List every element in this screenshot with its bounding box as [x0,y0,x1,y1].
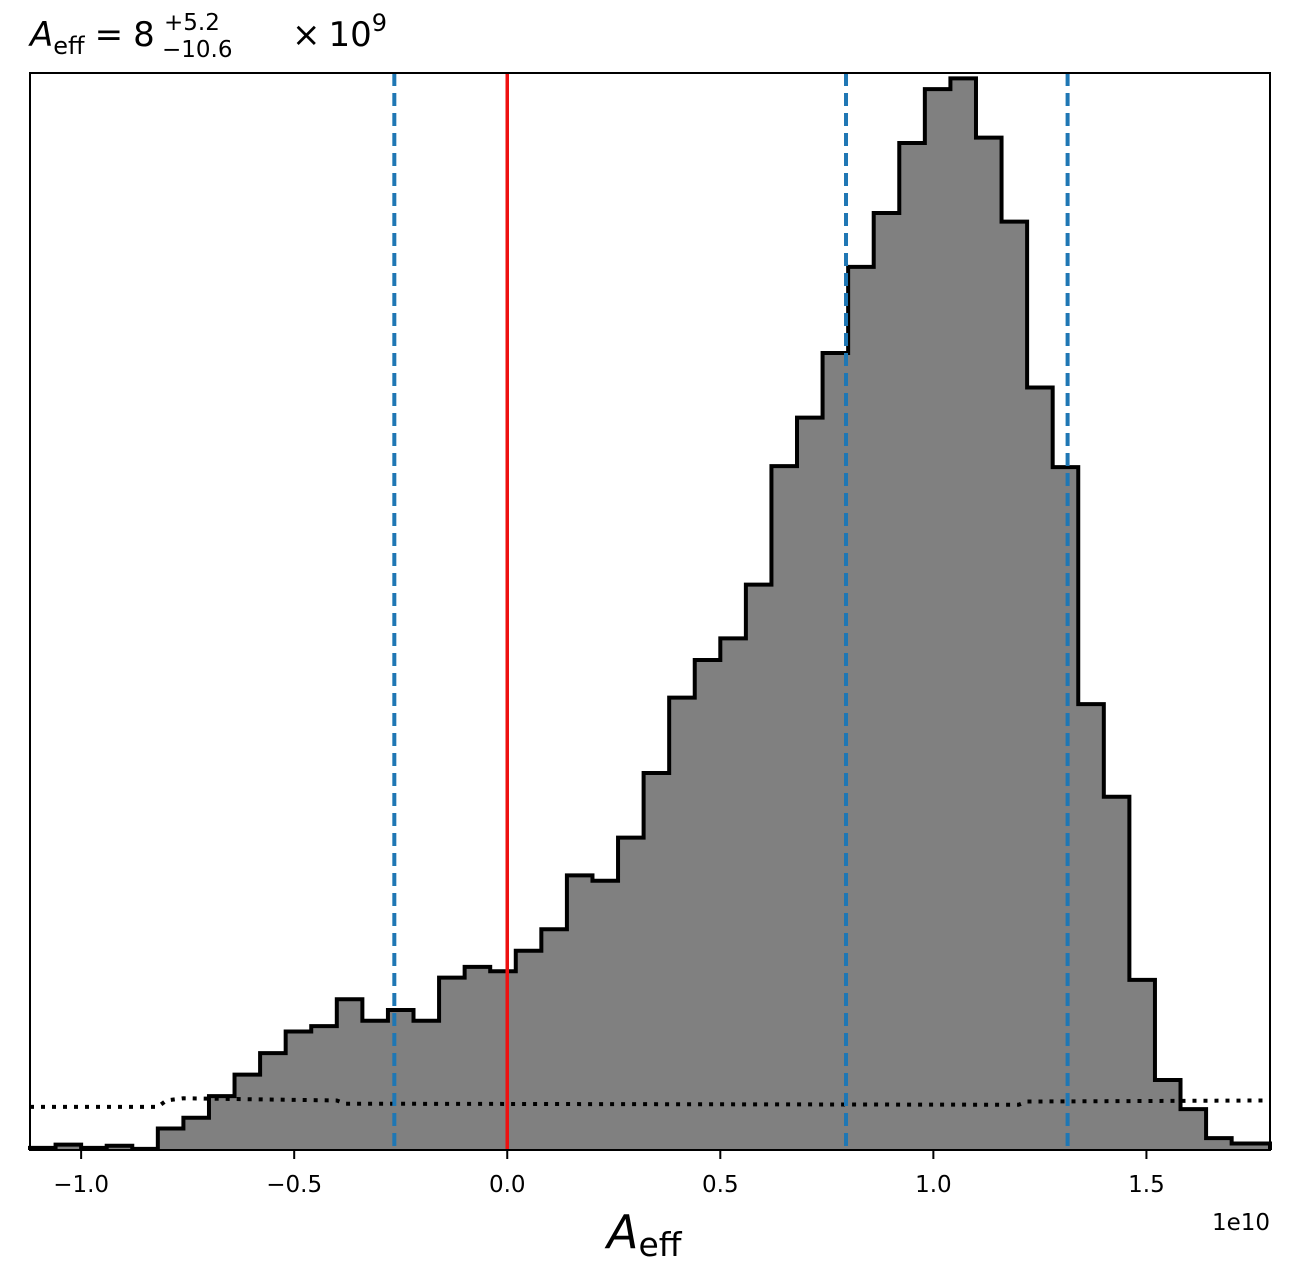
histogram-bar [771,466,798,1151]
histogram-bar [157,1128,185,1150]
title-upper-error: +5.2 [164,10,220,36]
prior-dotted-line [30,1096,1271,1109]
histogram-bar [515,950,542,1150]
histogram-bar [1078,704,1105,1150]
x-tick-label: 0.5 [702,1172,739,1198]
histogram-bar [311,1026,338,1150]
histogram-bar [1001,221,1028,1151]
histogram-bar [950,78,977,1150]
histogram-bar [464,966,491,1150]
x-tick-label: 1.0 [915,1172,952,1198]
histogram-outline [28,76,1272,1151]
histogram-bar [285,1031,312,1150]
histogram-bar [899,143,926,1150]
histogram-bar [541,929,568,1150]
histogram-bar [1231,1143,1271,1150]
histogram-bar [924,89,952,1150]
histogram-bar [566,875,594,1150]
histogram-bar [234,1074,261,1150]
histogram-bar [745,584,773,1150]
histogram-bar [1154,1079,1182,1150]
histogram-bar [1052,467,1079,1150]
histogram-bar [822,353,849,1150]
histogram-bar [975,137,1003,1150]
histogram-bar [1103,796,1130,1150]
histogram-bar [669,697,696,1150]
histogram-bar [1027,387,1054,1150]
x-tick-label: 1.5 [1128,1172,1165,1198]
chart-title: Aeff = 8 [28,15,155,60]
x-axis-label: Aeff [604,1205,683,1264]
histogram-bar [387,1009,415,1150]
histogram-bar [618,837,645,1150]
histogram-bar [694,659,721,1150]
histogram-bar [1129,979,1156,1150]
histogram-bar [490,971,517,1150]
histogram-bar [55,1144,82,1150]
x-tick-label: 0.0 [489,1172,526,1198]
histogram-bar [643,773,670,1150]
histogram-bar [208,1096,236,1150]
histogram-bar [439,977,466,1150]
histogram-bar [720,638,747,1150]
title-multiplier: × 109 [292,9,387,55]
histogram-bar [1206,1138,1233,1150]
title-lower-error: −10.6 [162,37,232,63]
histogram-bar [336,999,363,1150]
x-tick-label: −1.0 [53,1172,109,1198]
histogram-bar [1180,1109,1207,1150]
histogram-bar [797,417,824,1150]
histogram-bar [106,1145,133,1150]
x-axis: −1.0 −0.5 0.0 0.5 1.0 1.5 [53,1150,1165,1198]
axes-frame [29,72,1271,1151]
histogram-bar [848,266,875,1150]
histogram-bar [362,1020,389,1150]
x-axis-offset-label: 1e10 [1212,1210,1270,1236]
histogram-bar [873,213,900,1150]
histogram-bar [592,880,619,1150]
plot-area [28,73,1272,1151]
histogram-bar [413,1020,440,1150]
x-tick-label: −0.5 [266,1172,322,1198]
histogram-bar [183,1117,210,1150]
